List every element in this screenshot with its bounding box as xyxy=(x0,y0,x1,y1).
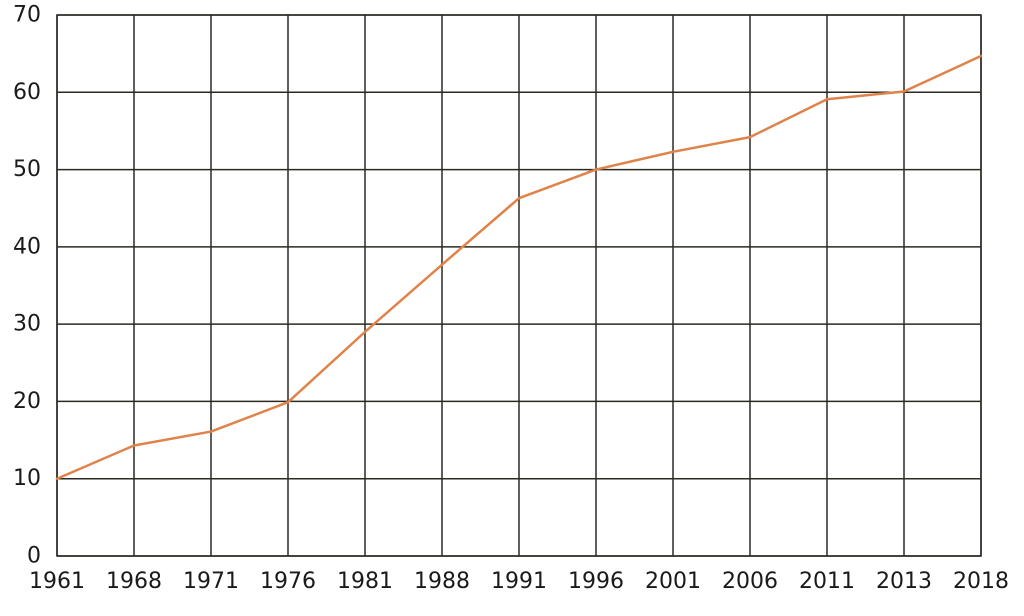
x-tick-label: 1988 xyxy=(414,569,470,594)
y-tick-label: 50 xyxy=(13,157,41,182)
x-tick-label: 1981 xyxy=(337,569,393,594)
y-tick-label: 30 xyxy=(13,312,41,337)
x-tick-label: 1971 xyxy=(183,569,239,594)
y-tick-label: 10 xyxy=(13,466,41,491)
y-tick-label: 20 xyxy=(13,389,41,414)
plot-frame xyxy=(56,14,982,557)
x-tick-label: 2013 xyxy=(876,569,932,594)
x-tick-label: 2011 xyxy=(799,569,855,594)
x-tick-label: 2001 xyxy=(645,569,701,594)
x-tick-label: 1961 xyxy=(29,569,85,594)
y-tick-label: 70 xyxy=(13,3,41,28)
x-tick-label: 2006 xyxy=(722,569,778,594)
x-tick-label: 2018 xyxy=(953,569,1009,594)
x-tick-label: 1976 xyxy=(260,569,316,594)
y-tick-label: 40 xyxy=(13,234,41,259)
x-tick-label: 1968 xyxy=(106,569,162,594)
x-tick-label: 1996 xyxy=(568,569,624,594)
x-tick-label: 1991 xyxy=(491,569,547,594)
y-tick-label: 60 xyxy=(13,80,41,105)
y-tick-label: 0 xyxy=(27,544,41,569)
